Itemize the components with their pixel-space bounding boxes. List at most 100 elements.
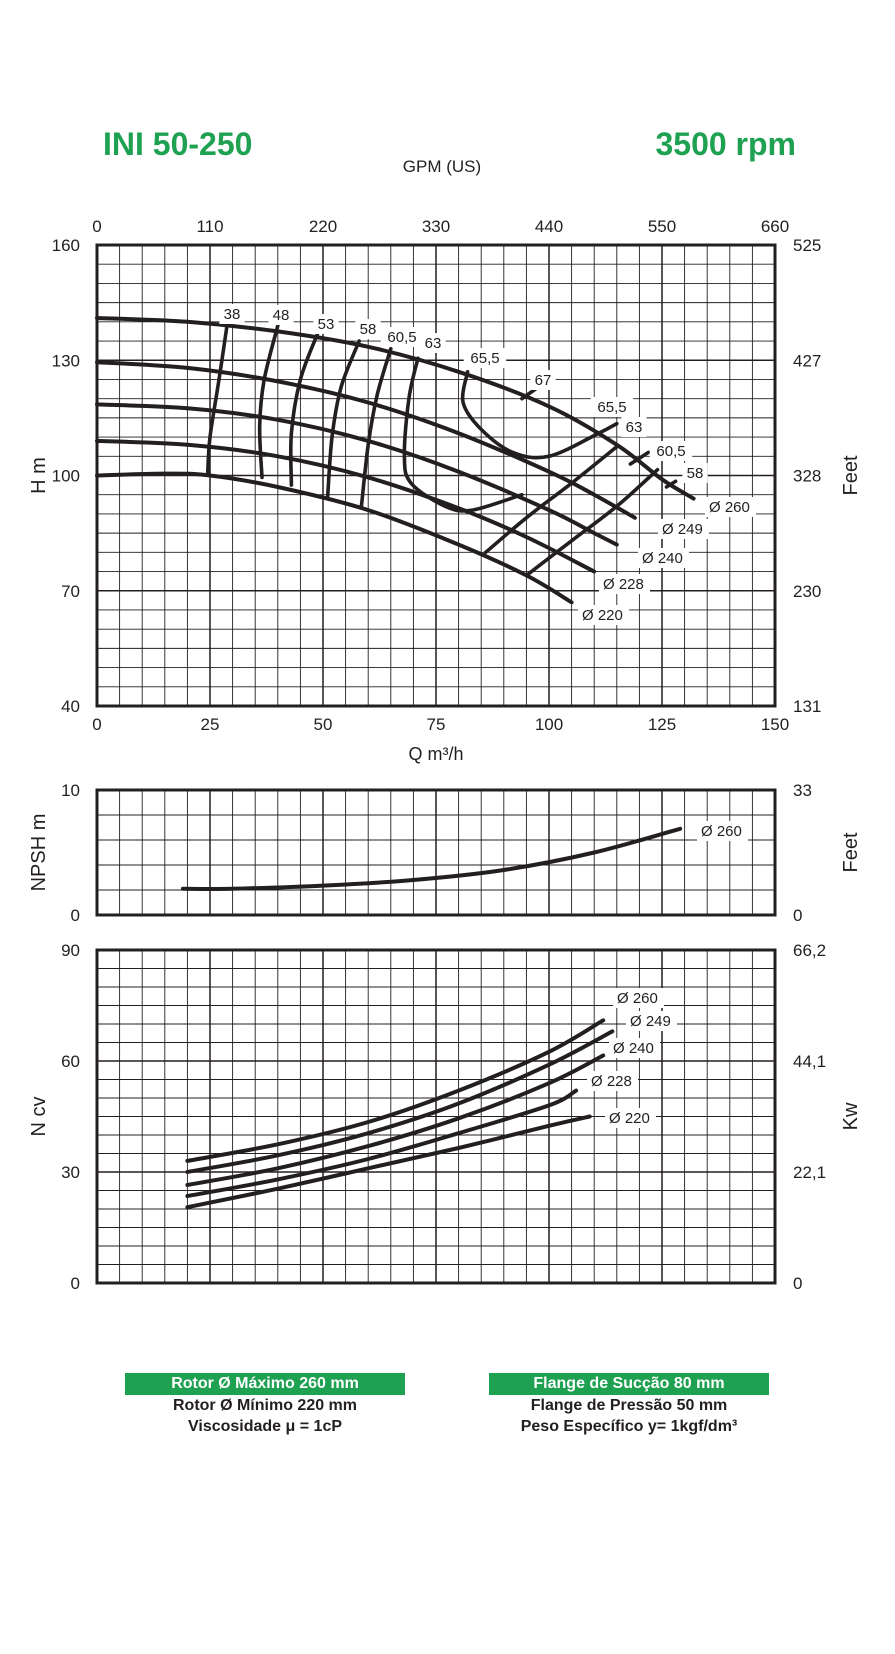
x-tick-label: 50 [314, 715, 333, 734]
y-right-tick-label: 33 [793, 781, 812, 800]
efficiency-label: 53 [318, 316, 335, 333]
x-tick-label: 100 [535, 715, 563, 734]
x-tick-label: 150 [761, 715, 789, 734]
rotor-max-label: Rotor Ø Máximo 260 mm [125, 1373, 405, 1395]
efficiency-curve [257, 323, 280, 480]
efficiency-label-bg [590, 397, 634, 417]
power-series-label-bg [605, 1108, 656, 1128]
x-axis-label: Q m³/h [408, 744, 463, 764]
x-tick-label: 75 [427, 715, 446, 734]
footer-flange-info: Flange de Sucção 80 mm Flange de Pressão… [489, 1373, 769, 1437]
footer-rotor-info: Rotor Ø Máximo 260 mm Rotor Ø Mínimo 220… [125, 1373, 405, 1437]
x-tick-label: 25 [201, 715, 220, 734]
efficiency-label: 58 [360, 321, 377, 338]
impeller-diameter-label-bg [638, 548, 689, 568]
y-tick-label: 100 [52, 467, 80, 486]
impeller-diameter-label: Ø 240 [642, 550, 683, 567]
efficiency-label: 63 [425, 335, 442, 352]
power-curve [185, 1114, 592, 1210]
power-curve [185, 1053, 606, 1187]
y-right-axis-label: Feet [840, 455, 862, 495]
efficiency-curve [524, 467, 660, 578]
x-top-tick-label: 110 [196, 217, 223, 236]
y-axis-label: NPSH m [28, 814, 50, 892]
efficiency-label-bg [530, 370, 556, 390]
specific-weight-label: Peso Específico y= 1kgf/dm³ [520, 1418, 738, 1435]
efficiency-label: 65,5 [597, 399, 626, 416]
plot-frame [95, 788, 777, 917]
efficiency-label: 58 [687, 465, 704, 482]
efficiency-curve [483, 444, 619, 555]
y-tick-label: 30 [61, 1163, 80, 1182]
x-top-tick-label: 0 [92, 217, 101, 236]
x-tick-label: 125 [648, 715, 676, 734]
model-title: INI 50-250 [103, 126, 253, 162]
y-right-tick-label: 525 [793, 236, 821, 255]
y-axis-label: H m [28, 457, 50, 494]
y-tick-label: 40 [61, 697, 80, 716]
y-tick-label: 90 [61, 941, 80, 960]
rotor-min-label: Rotor Ø Mínimo 220 mm [172, 1397, 358, 1414]
x-top-tick-label: 330 [422, 217, 450, 236]
x-top-tick-label: 660 [761, 217, 789, 236]
y-tick-label: 160 [52, 236, 80, 255]
efficiency-label: 67 [535, 372, 552, 389]
y-axis-label: N cv [28, 1097, 50, 1137]
efficiency-label: 60,5 [387, 329, 416, 346]
efficiency-curve [288, 329, 321, 487]
power-series-label: Ø 228 [591, 1073, 632, 1090]
impeller-diameter-label: Ø 260 [709, 499, 750, 516]
y-tick-label: 0 [71, 906, 80, 925]
viscosity-label: Viscosidade μ = 1cP [187, 1418, 343, 1435]
efficiency-curve [325, 339, 361, 501]
y-tick-label: 10 [61, 781, 80, 800]
impeller-diameter-label-bg [599, 574, 650, 594]
power-series-label-bg [613, 988, 664, 1008]
x-tick-label: 0 [92, 715, 101, 734]
efficiency-label-bg [313, 314, 339, 334]
y-tick-label: 70 [61, 582, 80, 601]
y-right-tick-label: 0 [793, 1274, 802, 1293]
impeller-diameter-label-bg [705, 497, 756, 517]
y-right-tick-label: 427 [793, 351, 821, 370]
head-curve [95, 316, 696, 501]
y-tick-label: 0 [71, 1274, 80, 1293]
efficiency-curve [628, 450, 651, 466]
efficiency-label-bg [621, 417, 647, 437]
x-top-tick-label: 550 [648, 217, 676, 236]
efficiency-curve [664, 479, 678, 489]
speed-title: 3500 rpm [655, 126, 796, 162]
power-series-label-bg [587, 1071, 638, 1091]
efficiency-label-bg [219, 304, 245, 324]
y-tick-label: 130 [52, 351, 80, 370]
grid-layer [95, 243, 777, 1285]
efficiency-label-bg [380, 327, 424, 347]
power-series-label: Ø 240 [613, 1040, 654, 1057]
impeller-diameter-label: Ø 228 [603, 576, 644, 593]
x-top-axis-label: GPM (US) [403, 157, 481, 176]
head-curve [95, 438, 597, 574]
y-right-axis-label: Kw [840, 1102, 862, 1130]
y-right-tick-label: 0 [793, 906, 802, 925]
power-curve [185, 1088, 579, 1198]
efficiency-curve [402, 356, 524, 513]
efficiency-curve [460, 370, 619, 460]
npsh-series-label-bg [697, 821, 748, 841]
y-right-tick-label: 131 [793, 697, 821, 716]
power-series-label: Ø 260 [617, 990, 658, 1007]
efficiency-label-bg [268, 305, 294, 325]
efficiency-label: 48 [273, 307, 290, 324]
head-curve [95, 360, 637, 520]
efficiency-label-bg [420, 333, 446, 353]
y-right-tick-label: 328 [793, 467, 821, 486]
head-curve [95, 402, 619, 547]
impeller-diameter-label-bg [578, 605, 629, 625]
power-series-label: Ø 249 [630, 1013, 671, 1030]
curves-layer [95, 316, 696, 1210]
y-right-tick-label: 22,1 [793, 1163, 826, 1182]
power-series-label-bg [609, 1038, 660, 1058]
power-series-label-bg [626, 1011, 677, 1031]
efficiency-label: 60,5 [656, 443, 685, 460]
